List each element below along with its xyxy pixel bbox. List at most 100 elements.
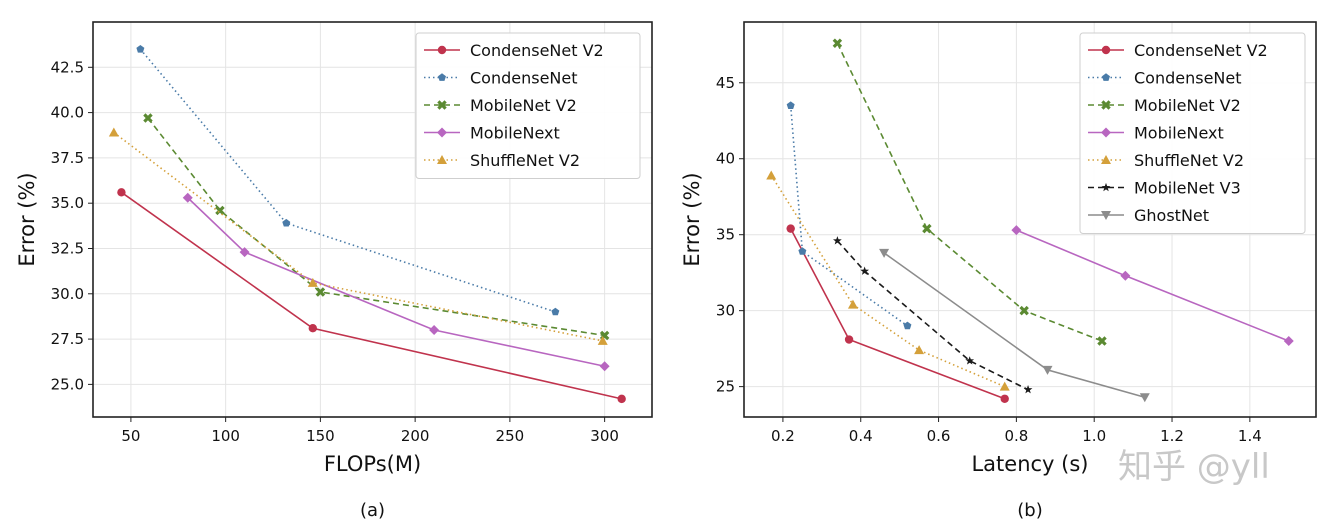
series-line-shufflenet-v2 [113,131,603,342]
legend-marker [1101,100,1111,110]
data-point-condensenet-v2 [617,394,626,404]
series-line-mobilenext [187,197,605,368]
legend-marker [1101,211,1111,220]
data-point-condensenet-v2 [117,188,126,197]
legend-box [1079,32,1306,234]
legend-entry-mobilenext: MobileNext [1088,124,1224,143]
series-condensenet-v2 [786,224,1009,403]
data-point-condensenet-v2 [844,335,854,344]
legend-entry-condensenet-v2: CondenseNet V2 [1088,41,1268,60]
series-ghostnet [879,248,1150,403]
legend-label: CondenseNet [470,69,578,88]
data-point-mobilenet-v3 [860,266,869,275]
data-point-mobilenext [1120,270,1131,281]
x-tick-label: 0.8 [1004,427,1028,445]
legend-marker [1101,155,1111,164]
plot-frame [743,21,1317,418]
series-mobilenext [182,192,610,372]
data-point-shufflenet-v2 [597,335,608,345]
series-mobilenext [1011,225,1294,347]
x-tick-label: 0.4 [849,427,873,445]
legend-label: MobileNext [470,124,560,143]
series-condensenet-v2 [117,188,626,404]
series-condensenet [136,44,560,316]
legend-label: MobileNet V3 [1134,179,1241,198]
data-point-condensenet [551,307,560,316]
data-point-shufflenet-v2 [914,345,925,355]
data-point-ghostnet [879,248,890,258]
watermark-text: 知乎 @yll [1118,447,1270,487]
data-point-condensenet-v2 [1000,394,1009,403]
data-point-mobilenext [1283,336,1294,347]
legend-marker [1101,127,1111,138]
legend-entry-mobilenext: MobileNext [424,124,560,143]
data-point-mobilenext [239,247,250,258]
series-line-condensenet-v2 [120,191,622,400]
legend-box [415,32,641,179]
y-tick-label: 27.5 [51,330,84,348]
y-tick-label: 42.5 [51,58,84,76]
legend-label: MobileNext [1134,124,1224,143]
data-point-shufflenet-v2 [999,381,1010,391]
data-point-mobilenet-v3 [965,356,975,365]
y-axis-label: Error (%) [680,172,704,266]
y-tick-label: 37.5 [51,149,84,167]
series-line-mobilenet-v3 [836,240,1029,391]
y-axis-label: Error (%) [15,172,39,266]
legend: CondenseNet V2 CondenseNet MobileNet V2 Mob… [415,32,641,179]
x-tick-label: 0.6 [927,427,951,445]
data-point-mobilenet-v3 [833,236,842,245]
legend-entry-condensenet: CondenseNet [424,69,578,88]
data-point-mobilenet-v2 [143,113,153,123]
data-point-shufflenet-v2 [847,299,858,309]
series-mobilenet-v3 [833,236,1033,394]
data-point-mobilenet-v2 [215,205,225,216]
x-tick-label: 100 [211,427,240,445]
x-tick-label: 50 [121,427,140,445]
legend: CondenseNet V2 CondenseNet MobileNet V2 Mob… [1079,32,1306,234]
legend-entry-shufflenet-v2: ShuffleNet V2 [424,151,580,170]
data-point-ghostnet [1139,393,1150,403]
y-tick-label: 30.0 [51,285,84,303]
data-point-mobilenext [1011,225,1022,236]
legend-entry-shufflenet-v2: ShuffleNet V2 [1088,151,1244,170]
x-tick-label: 1.4 [1238,427,1262,445]
data-point-condensenet [282,218,291,227]
series-line-condensenet-v2 [789,228,1005,400]
y-tick-label: 35 [716,226,735,244]
x-tick-label: 300 [590,427,619,445]
legend-label: ShuffleNet V2 [470,151,580,170]
series-condensenet [786,101,912,330]
data-point-mobilenet-v2 [922,223,932,234]
legend-entry-condensenet: CondenseNet [1088,69,1242,88]
data-point-mobilenext [182,192,193,203]
data-point-mobilenext [429,325,440,336]
data-point-mobilenet-v2 [315,287,326,297]
y-tick-label: 35.0 [51,194,84,212]
data-point-condensenet [798,247,807,255]
data-point-condensenet-v2 [308,324,318,333]
x-tick-label: 250 [496,427,525,445]
chart-panel-b: 0.2 0.4 0.6 0.8 1.0 1.2 1.4 25 30 35 40 45 Latency (… [680,21,1317,521]
series-line-mobilenet-v2 [147,117,605,337]
data-point-shufflenet-v2 [766,170,777,180]
legend-entry-mobilenet-v2: MobileNet V2 [424,96,577,115]
legend-marker [437,155,447,164]
data-point-mobilenet-v2 [1097,336,1107,346]
y-tick-label: 40.0 [51,104,84,122]
y-tick-label: 32.5 [51,239,84,257]
legend-marker [1102,73,1110,81]
x-tick-label: 1.0 [1082,427,1106,445]
data-point-mobilenet-v2 [1019,305,1029,316]
legend-label: GhostNet [1134,206,1209,225]
y-tick-label: 45 [716,74,735,92]
legend-label: MobileNet V2 [470,96,577,115]
legend-label: CondenseNet V2 [470,41,604,60]
series-line-mobilenet-v2 [836,42,1103,342]
series-line-ghostnet [883,252,1146,399]
legend-marker [437,100,447,110]
data-point-condensenet-v2 [786,224,795,233]
legend-entry-condensenet-v2: CondenseNet V2 [424,41,604,60]
series-shufflenet-v2 [108,127,608,345]
